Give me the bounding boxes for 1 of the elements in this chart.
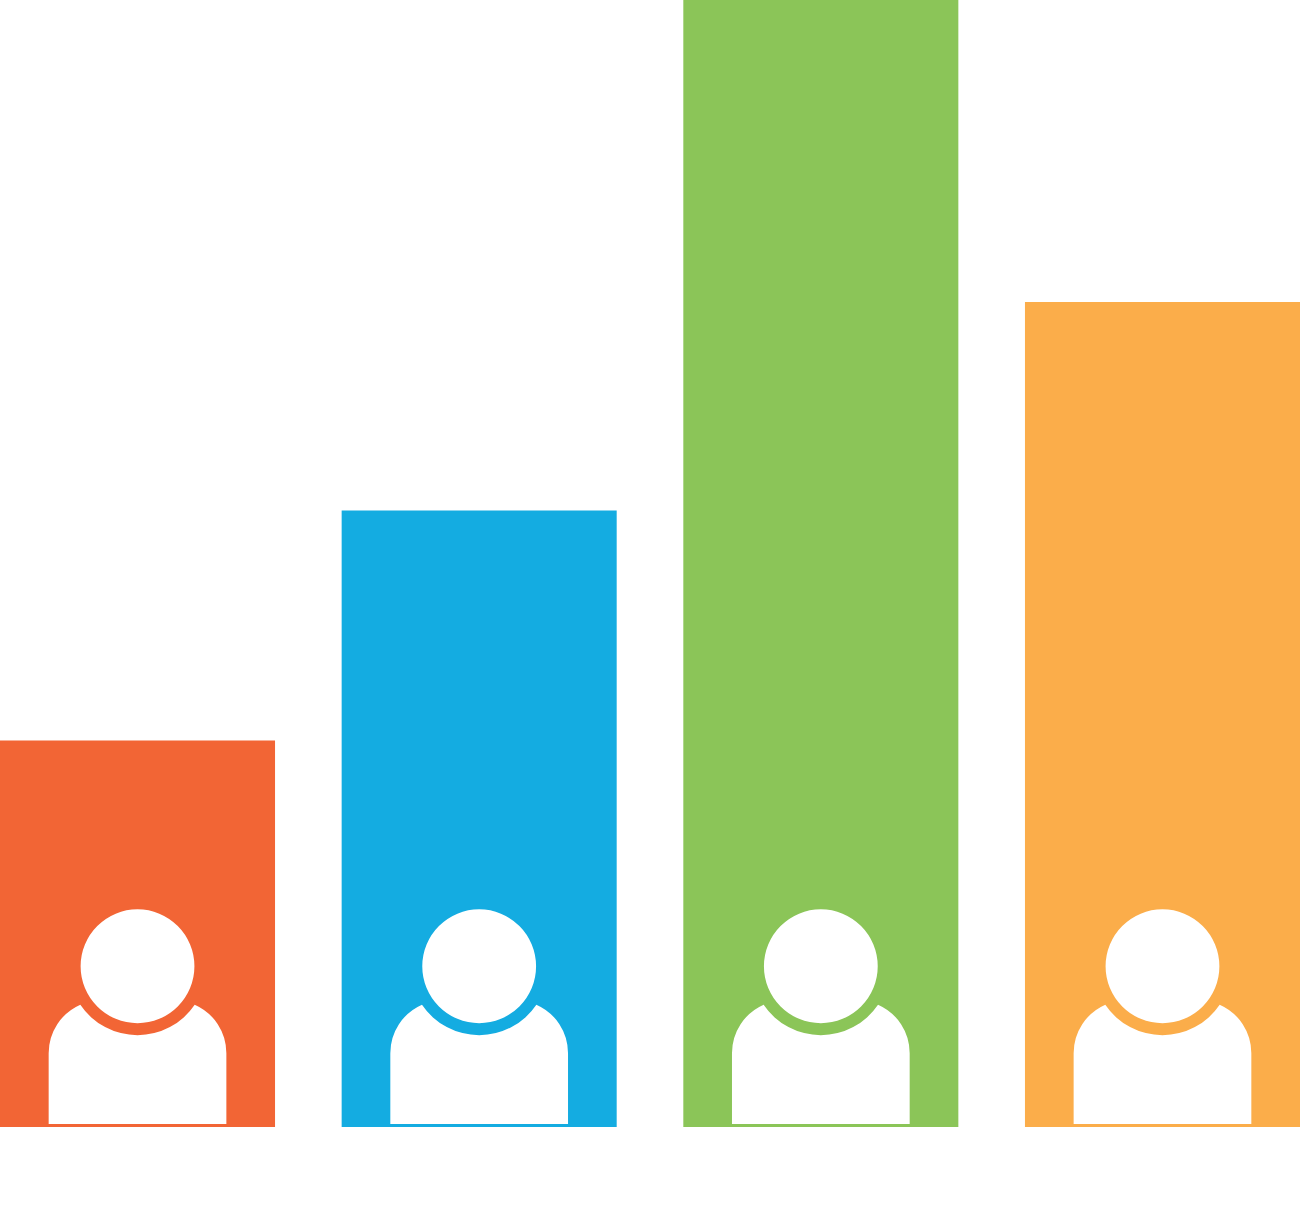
bar xyxy=(683,0,959,1127)
